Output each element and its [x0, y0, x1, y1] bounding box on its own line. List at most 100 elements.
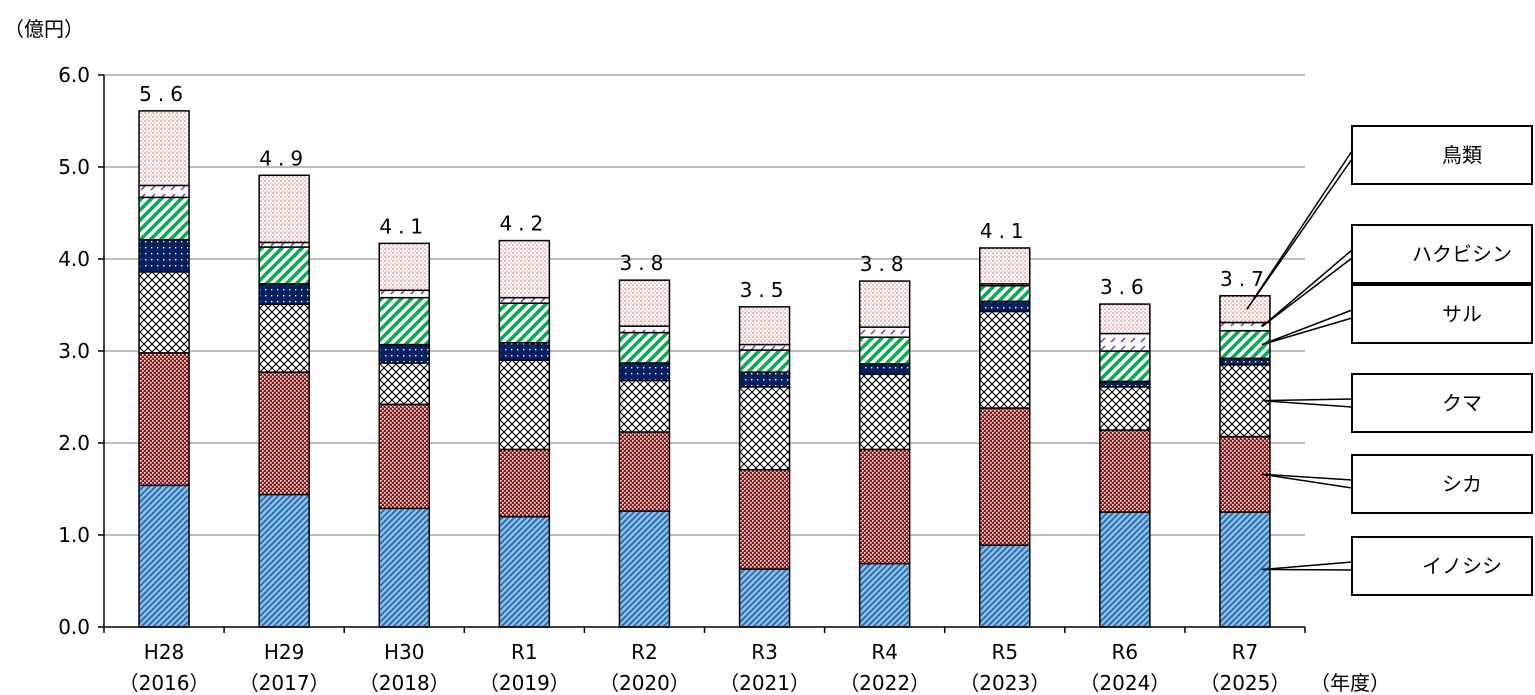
bar-segment — [1099, 511, 1151, 628]
callout-label: クマ — [1442, 391, 1482, 415]
x-tick-label: R6 — [1112, 640, 1139, 664]
bar-segment — [498, 448, 551, 518]
bar-segment — [738, 468, 791, 570]
bar-segment — [858, 280, 911, 328]
x-tick-year: （2023） — [959, 671, 1050, 695]
bar-segment — [738, 306, 791, 346]
x-tick-year: （2019） — [479, 671, 570, 695]
bar-segment — [618, 331, 671, 364]
y-axis: 0.0 1.0 2.0 3.0 4.0 5.0 6.0 — [58, 63, 105, 639]
bar-segment — [1099, 429, 1151, 513]
bar-segment — [1099, 350, 1151, 383]
x-tick-year: （2017） — [239, 671, 330, 695]
bar-segment — [258, 371, 310, 496]
x-tick-year: （2022） — [839, 671, 930, 695]
bar-segment — [979, 310, 1031, 409]
bar-segment — [258, 283, 310, 305]
callout-box — [1351, 284, 1533, 344]
callout-box — [1351, 373, 1533, 433]
callout-box — [1351, 536, 1533, 596]
bar-segment — [498, 515, 551, 628]
bar-segment — [138, 184, 190, 199]
x-tick-label: R7 — [1232, 640, 1259, 664]
x-tick-label: H29 — [264, 640, 305, 664]
bar-segment — [498, 239, 551, 299]
bar-segment — [738, 386, 791, 471]
callout-leader — [1261, 257, 1353, 328]
bar-total-label: 3.8 — [620, 251, 670, 275]
bar-segment — [498, 296, 551, 304]
callout-label: ハクビシン — [1412, 242, 1512, 266]
callout-leader — [1261, 473, 1353, 481]
callout-box — [1351, 224, 1533, 284]
bar-segment — [618, 362, 671, 382]
bar-segment — [618, 279, 671, 327]
bar-segment — [858, 336, 911, 365]
bar-segment — [378, 289, 430, 299]
y-tick-label: 6.0 — [58, 63, 90, 87]
bar-total-label: 3.7 — [1220, 267, 1270, 291]
bar-segment — [738, 349, 791, 373]
bar-segment — [498, 359, 551, 451]
bar-segment — [138, 484, 190, 628]
bar-segment — [618, 325, 671, 334]
bar-segment — [1099, 386, 1151, 431]
y-tick-label: 2.0 — [58, 431, 90, 455]
callout-leader — [1261, 473, 1353, 489]
bar-segment — [138, 271, 190, 354]
bar-segment — [138, 352, 190, 487]
bar-segment — [378, 296, 430, 346]
x-tick-label: H28 — [144, 640, 185, 664]
x-axis-unit-label: （年度） — [1310, 671, 1390, 695]
bar-segment — [979, 300, 1031, 313]
bar-segment — [378, 362, 430, 406]
bar-segment — [258, 493, 310, 628]
x-axis: H28 （2016） H29 （2017） H30 （2018） R1 （2019） R2 （20… — [103, 626, 1306, 695]
bar-segment — [1099, 332, 1151, 352]
x-tick-label: R5 — [991, 640, 1018, 664]
bar-total-label: 3.6 — [1100, 275, 1150, 299]
bar-segment — [138, 196, 190, 241]
bar-segment — [618, 431, 671, 512]
bar-segment — [138, 110, 190, 187]
bar-segment — [498, 341, 551, 361]
bar-segment — [1219, 435, 1271, 513]
x-tick-label: R3 — [751, 640, 778, 664]
bar-segment — [1219, 364, 1271, 438]
y-tick-label: 5.0 — [58, 155, 90, 179]
bar-segment — [1219, 295, 1271, 324]
callout-label: 鳥類 — [1442, 143, 1482, 167]
callout-label: シカ — [1442, 472, 1482, 496]
bar-segment — [858, 326, 911, 338]
y-tick-label: 1.0 — [58, 523, 90, 547]
bar-segment — [258, 246, 310, 285]
bar-segment — [979, 544, 1031, 628]
x-tick-label: R2 — [631, 640, 658, 664]
x-tick-year: （2018） — [359, 671, 450, 695]
bar-segment — [618, 379, 671, 433]
bar-segment — [258, 174, 310, 244]
callout-leader — [1261, 399, 1353, 408]
bar-segment — [858, 373, 911, 451]
x-tick-label: R4 — [871, 640, 898, 664]
bar-segment — [1219, 330, 1271, 360]
callout-box — [1351, 454, 1533, 514]
bar-segment — [738, 568, 791, 628]
bar-segment — [378, 507, 430, 628]
callout-label: イノシシ — [1422, 554, 1502, 578]
bar-total-label: 4.9 — [259, 146, 309, 170]
bar-segment — [378, 242, 430, 292]
bar-total-label: 5.6 — [139, 82, 189, 106]
bar-segment — [378, 403, 430, 510]
bar-segment — [1099, 303, 1151, 335]
bar-total-label: 4.1 — [980, 219, 1030, 243]
bar-total-label: 4.2 — [499, 212, 549, 236]
x-tick-year: （2020） — [599, 671, 690, 695]
callout-leader — [1246, 150, 1353, 310]
bar-segment — [378, 343, 430, 364]
bar-total-label: 3.8 — [860, 252, 910, 276]
bar-segment — [858, 363, 911, 375]
bar-segment — [1219, 357, 1271, 366]
